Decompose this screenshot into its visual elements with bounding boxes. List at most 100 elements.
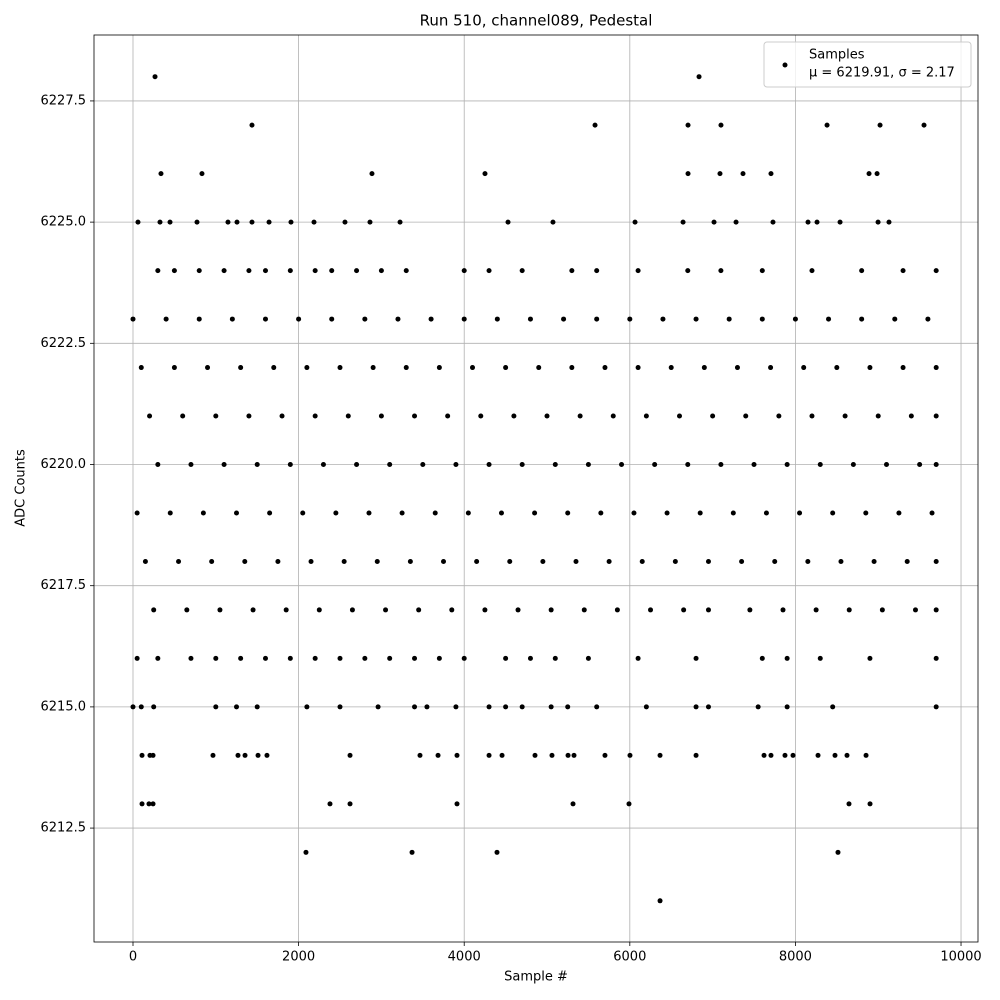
data-point: [875, 219, 881, 225]
data-point: [494, 316, 500, 322]
data-point: [813, 607, 819, 613]
chart-title: Run 510, channel089, Pedestal: [420, 12, 653, 30]
data-point: [834, 365, 840, 371]
data-point: [569, 268, 575, 274]
data-point: [801, 365, 807, 371]
data-point: [503, 365, 509, 371]
data-point: [176, 558, 182, 564]
data-point: [577, 413, 583, 419]
data-point: [194, 219, 200, 225]
data-point: [503, 704, 509, 710]
data-point: [733, 219, 739, 225]
data-point: [784, 462, 790, 468]
data-point: [312, 655, 318, 661]
data-point: [652, 462, 658, 468]
data-point: [337, 365, 343, 371]
data-point: [701, 365, 707, 371]
data-point: [705, 558, 711, 564]
data-point: [908, 413, 914, 419]
data-point: [594, 704, 600, 710]
data-point: [213, 413, 219, 419]
data-point: [498, 510, 504, 516]
data-point: [420, 462, 426, 468]
data-point: [311, 219, 317, 225]
x-tick-label: 4000: [448, 950, 481, 965]
data-point: [367, 219, 373, 225]
data-point: [792, 316, 798, 322]
data-point: [409, 849, 415, 855]
data-point: [570, 801, 576, 807]
data-point: [399, 510, 405, 516]
data-point: [867, 655, 873, 661]
data-point: [432, 510, 438, 516]
data-point: [461, 268, 467, 274]
data-point: [759, 268, 765, 274]
data-point: [900, 268, 906, 274]
data-point: [933, 655, 939, 661]
data-point: [627, 316, 633, 322]
legend-note: μ = 6219.91, σ = 2.17: [809, 66, 955, 81]
data-point: [846, 607, 852, 613]
data-point: [412, 704, 418, 710]
data-point: [146, 801, 152, 807]
data-point: [886, 219, 892, 225]
y-tick-label: 6225.0: [41, 215, 87, 230]
x-tick-label: 2000: [282, 950, 315, 965]
data-point: [337, 655, 343, 661]
data-point: [805, 219, 811, 225]
data-point: [548, 607, 554, 613]
data-point: [693, 752, 699, 758]
data-point: [540, 558, 546, 564]
data-point: [631, 510, 637, 516]
data-point: [549, 752, 555, 758]
data-point: [809, 268, 815, 274]
data-point: [838, 558, 844, 564]
data-point: [329, 316, 335, 322]
data-point: [139, 752, 145, 758]
data-point: [874, 171, 880, 177]
data-point: [362, 316, 368, 322]
data-point: [759, 655, 765, 661]
data-point: [718, 122, 724, 128]
data-point: [424, 704, 430, 710]
data-point: [784, 655, 790, 661]
data-point: [598, 510, 604, 516]
data-point: [242, 752, 248, 758]
data-point: [246, 413, 252, 419]
data-point: [933, 413, 939, 419]
data-point: [482, 171, 488, 177]
data-point: [672, 558, 678, 564]
data-point: [188, 462, 194, 468]
data-point: [238, 655, 244, 661]
data-point: [229, 316, 235, 322]
data-point: [627, 752, 633, 758]
y-tick-label: 6212.5: [41, 821, 87, 836]
data-point: [474, 558, 480, 564]
data-point: [772, 558, 778, 564]
data-point: [287, 655, 293, 661]
data-point: [561, 316, 567, 322]
data-point: [619, 462, 625, 468]
data-point: [199, 171, 205, 177]
legend-label: Samples: [809, 48, 865, 63]
y-axis-label: ADC Counts: [14, 449, 29, 527]
data-point: [933, 558, 939, 564]
data-point: [676, 413, 682, 419]
data-point: [242, 558, 248, 564]
data-point: [397, 219, 403, 225]
data-point: [643, 413, 649, 419]
data-point: [527, 316, 533, 322]
data-point: [743, 413, 749, 419]
data-point: [213, 704, 219, 710]
data-point: [354, 268, 360, 274]
data-point: [780, 607, 786, 613]
data-point: [486, 704, 492, 710]
data-point: [768, 171, 774, 177]
data-point: [632, 219, 638, 225]
data-point: [320, 462, 326, 468]
data-point: [602, 365, 608, 371]
data-point: [441, 558, 447, 564]
data-point: [366, 510, 372, 516]
data-point: [435, 752, 441, 758]
data-point: [254, 704, 260, 710]
